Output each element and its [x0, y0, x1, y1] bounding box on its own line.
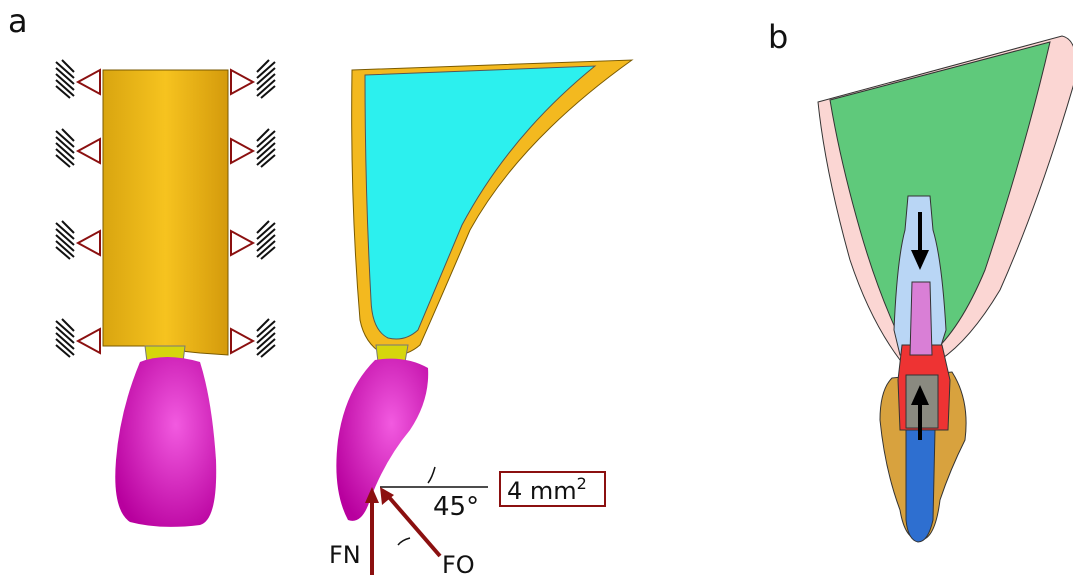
- area-exponent: 2: [577, 474, 587, 493]
- figure: a b 45° FN FO 4 mm2: [0, 0, 1073, 578]
- force-label: FN: [329, 541, 361, 569]
- area-label: 4 mm2: [507, 474, 587, 505]
- area-value: 4 mm: [507, 477, 577, 505]
- implant-section: [818, 36, 1073, 542]
- section-model: [336, 60, 632, 521]
- panel-label: a: [8, 2, 28, 40]
- front-model: [56, 60, 275, 527]
- angle-label: 45°: [433, 492, 479, 522]
- panel-label: b: [768, 18, 788, 56]
- force-label: FO: [442, 551, 475, 578]
